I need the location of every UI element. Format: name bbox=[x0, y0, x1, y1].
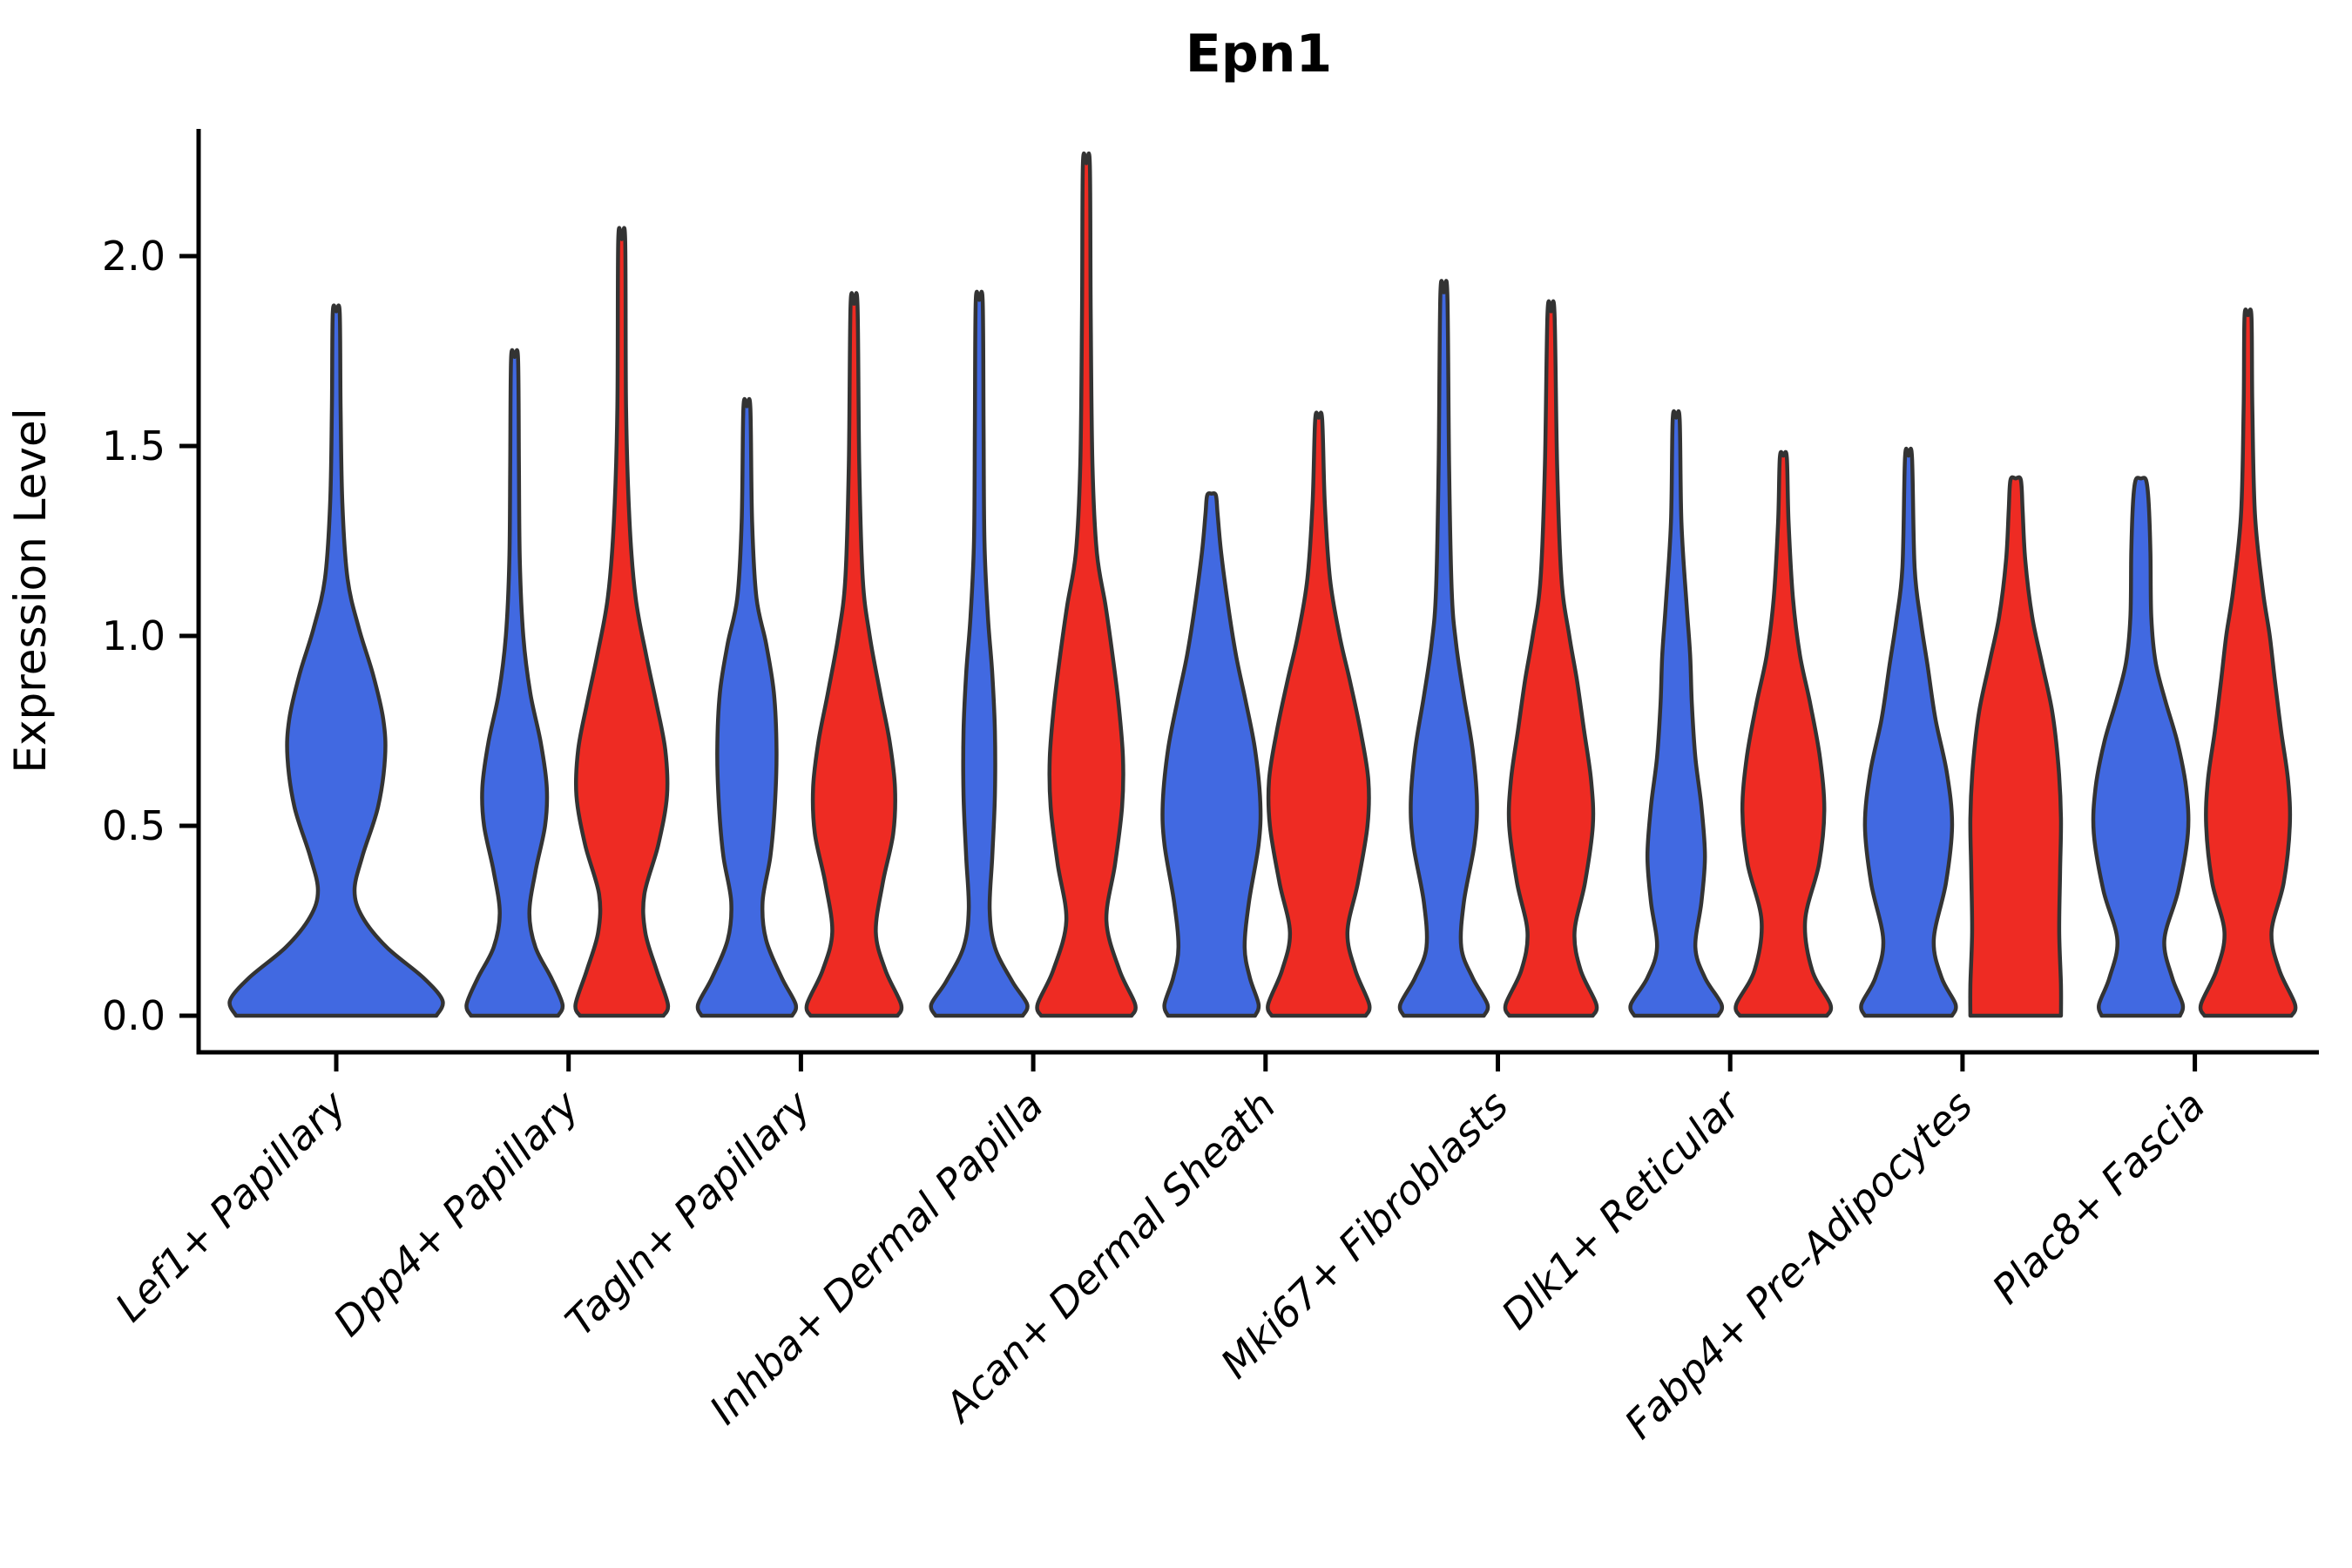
violin-blue-category-8 bbox=[2091, 476, 2191, 1018]
violin-red-category-2 bbox=[804, 291, 904, 1018]
y-tick-marks bbox=[179, 253, 199, 1018]
x-tick-label: Tagln+ Papillary bbox=[556, 1081, 820, 1345]
violin-red-category-5 bbox=[1503, 299, 1599, 1018]
violin-red-category-1 bbox=[573, 226, 671, 1018]
violin-group bbox=[227, 151, 2298, 1018]
x-tick-labels: Lef1+ Papillary Dpp4+ Papillary Tagln+ P… bbox=[106, 1079, 2214, 1448]
x-tick-label: Lef1+ Papillary bbox=[106, 1081, 355, 1330]
y-tick-label: 1.5 bbox=[102, 422, 166, 470]
violin-blue-category-5 bbox=[1397, 279, 1490, 1018]
x-axis: Lef1+ Papillary Dpp4+ Papillary Tagln+ P… bbox=[106, 1050, 2319, 1448]
violin-red-category-4 bbox=[1266, 410, 1372, 1018]
violin-blue-category-4 bbox=[1160, 490, 1263, 1018]
violin-blue-category-2 bbox=[695, 396, 799, 1018]
x-tick-label: Dpp4+ Papillary bbox=[324, 1081, 588, 1345]
x-tick-label: Dlk1+ Reticular bbox=[1492, 1079, 1751, 1338]
violin-blue-category-1 bbox=[464, 348, 565, 1018]
y-tick-label: 0.5 bbox=[102, 802, 166, 849]
y-tick-label: 2.0 bbox=[102, 233, 166, 280]
violin-blue-category-3 bbox=[929, 289, 1030, 1018]
y-axis: Expression Level 0.0 0.5 1.0 1.5 2.0 bbox=[5, 129, 201, 1055]
violin-blue-category-6 bbox=[1628, 409, 1725, 1018]
y-tick-label: 0.0 bbox=[102, 992, 166, 1039]
y-tick-label: 1.0 bbox=[102, 612, 166, 659]
violin-red-category-7 bbox=[1968, 475, 2064, 1018]
violin-blue-category-7 bbox=[1859, 446, 1958, 1018]
violin-blue-category-0 bbox=[227, 303, 445, 1018]
x-tick-label: Plac8+ Fascia bbox=[1983, 1082, 2213, 1313]
y-tick-labels: 0.0 0.5 1.0 1.5 2.0 bbox=[102, 233, 166, 1039]
violin-red-category-6 bbox=[1734, 449, 1834, 1018]
violin-red-category-3 bbox=[1035, 151, 1138, 1018]
chart-title: Epn1 bbox=[1186, 24, 1332, 84]
y-axis-label: Expression Level bbox=[5, 408, 56, 773]
violin-red-category-8 bbox=[2198, 308, 2298, 1018]
x-tick-marks bbox=[334, 1052, 2198, 1071]
